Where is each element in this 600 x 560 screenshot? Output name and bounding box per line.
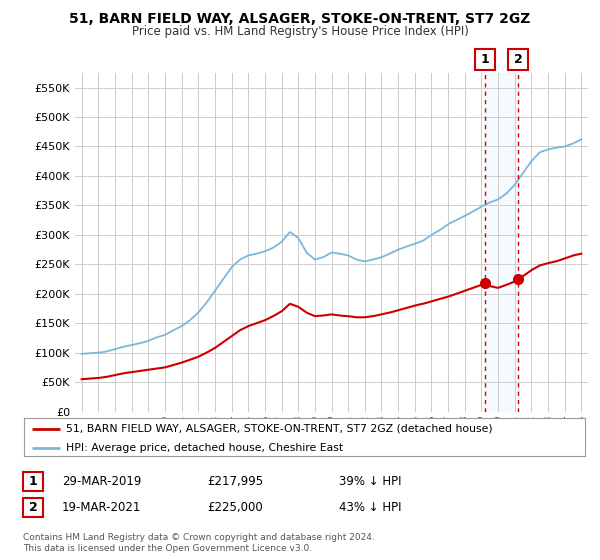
Text: 51, BARN FIELD WAY, ALSAGER, STOKE-ON-TRENT, ST7 2GZ: 51, BARN FIELD WAY, ALSAGER, STOKE-ON-TR… [70, 12, 530, 26]
Bar [485, 73, 518, 412]
Text: 43% ↓ HPI: 43% ↓ HPI [339, 501, 401, 515]
Text: 1: 1 [29, 475, 37, 488]
Text: 51, BARN FIELD WAY, ALSAGER, STOKE-ON-TRENT, ST7 2GZ (detached house): 51, BARN FIELD WAY, ALSAGER, STOKE-ON-TR… [66, 423, 493, 433]
Text: Contains HM Land Registry data © Crown copyright and database right 2024.
This d: Contains HM Land Registry data © Crown c… [23, 533, 374, 553]
Text: 1: 1 [481, 53, 490, 66]
Text: £225,000: £225,000 [207, 501, 263, 515]
Text: 2: 2 [514, 53, 523, 66]
Text: 39% ↓ HPI: 39% ↓ HPI [339, 475, 401, 488]
Text: 19-MAR-2021: 19-MAR-2021 [62, 501, 141, 515]
Text: 29-MAR-2019: 29-MAR-2019 [62, 475, 141, 488]
Text: Price paid vs. HM Land Registry's House Price Index (HPI): Price paid vs. HM Land Registry's House … [131, 25, 469, 38]
Text: 2: 2 [29, 501, 37, 515]
Text: £217,995: £217,995 [207, 475, 263, 488]
Text: HPI: Average price, detached house, Cheshire East: HPI: Average price, detached house, Ches… [66, 443, 343, 453]
